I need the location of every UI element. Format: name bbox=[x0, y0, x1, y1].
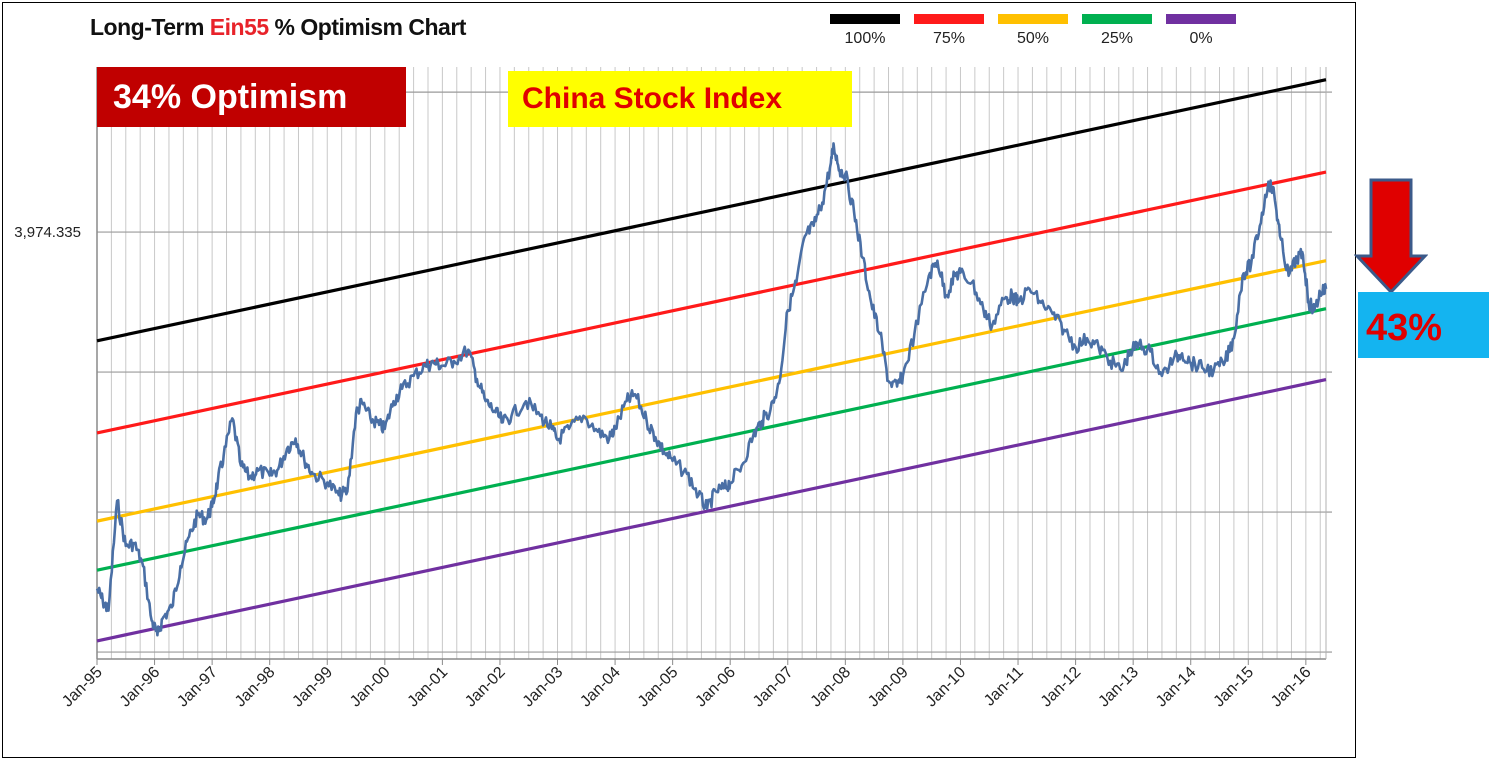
legend-item-50: 50% bbox=[998, 14, 1068, 48]
x-tick-label: Jan-14 bbox=[1153, 664, 1200, 711]
x-tick-label: Jan-95 bbox=[59, 664, 106, 711]
x-tick-label: Jan-00 bbox=[347, 664, 394, 711]
title-highlight: Ein55 bbox=[209, 14, 269, 40]
current-optimism-percent: 43% bbox=[1358, 292, 1489, 358]
legend-swatch-75 bbox=[914, 14, 984, 24]
chart-frame bbox=[2, 2, 1356, 758]
down-arrow-icon bbox=[1354, 178, 1428, 294]
x-tick-label: Jan-01 bbox=[405, 664, 452, 711]
trend-line-0pct bbox=[96, 377, 1327, 643]
x-tick-label: Jan-99 bbox=[289, 664, 336, 711]
trend-line-75pct bbox=[96, 170, 1327, 435]
optimism-badge: 34% Optimism bbox=[97, 67, 406, 127]
title-post: % Optimism Chart bbox=[268, 14, 467, 40]
x-tick-label: Jan-07 bbox=[750, 664, 797, 711]
legend-label-75: 75% bbox=[932, 30, 966, 47]
legend-label-0: 0% bbox=[1189, 30, 1213, 47]
legend-label-50: 50% bbox=[1016, 30, 1050, 47]
trend-lines bbox=[96, 78, 1327, 643]
x-tick-label: Jan-09 bbox=[865, 664, 912, 711]
legend-label-25: 25% bbox=[1100, 30, 1134, 47]
x-tick-label: Jan-05 bbox=[635, 664, 682, 711]
x-tick-label: Jan-96 bbox=[117, 664, 164, 711]
x-axis-labels: Jan-95 Jan-96 Jan-97 Jan-98 Jan-99 Jan-00 Jan-… bbox=[59, 659, 1315, 710]
x-tick-label: Jan-98 bbox=[232, 664, 279, 711]
horizontal-gridlines bbox=[97, 91, 1332, 653]
chart-title: Long-Term Ein55 % Optimism Chart bbox=[90, 14, 466, 41]
x-tick-label: Jan-15 bbox=[1211, 664, 1258, 711]
x-tick-label: Jan-13 bbox=[1095, 664, 1142, 711]
x-tick-label: Jan-12 bbox=[1038, 664, 1085, 711]
x-tick-label: Jan-02 bbox=[462, 664, 509, 711]
legend-item-100: 100% bbox=[830, 14, 900, 48]
y-axis-labels: 3,974.335 bbox=[14, 224, 81, 241]
x-tick-label: Jan-11 bbox=[981, 664, 1027, 710]
trend-line-25pct bbox=[96, 307, 1327, 572]
legend-item-75: 75% bbox=[914, 14, 984, 48]
legend-label-100: 100% bbox=[844, 30, 886, 47]
title-pre: Long-Term bbox=[90, 14, 210, 40]
x-tick-label: Jan-06 bbox=[692, 664, 739, 711]
x-tick-label: Jan-10 bbox=[923, 664, 970, 711]
x-tick-label: Jan-97 bbox=[174, 664, 221, 711]
index-name-badge: China Stock Index bbox=[508, 71, 852, 127]
x-tick-label: Jan-03 bbox=[520, 664, 567, 711]
legend-swatch-100 bbox=[830, 14, 900, 24]
series-lines bbox=[95, 142, 1328, 637]
trend-line-50pct bbox=[96, 259, 1327, 523]
x-tick-label: Jan-08 bbox=[808, 664, 855, 711]
legend-swatch-50 bbox=[998, 14, 1068, 24]
legend-swatch-25 bbox=[1082, 14, 1152, 24]
vertical-gridlines bbox=[96, 67, 1321, 659]
legend-item-0: 0% bbox=[1166, 14, 1236, 48]
x-tick-label: Jan-04 bbox=[577, 664, 624, 711]
x-tick-label: Jan-16 bbox=[1268, 664, 1315, 711]
legend-item-25: 25% bbox=[1082, 14, 1152, 48]
y-tick-label: 3,974.335 bbox=[14, 224, 81, 241]
series-line-china-stock-index bbox=[95, 142, 1328, 637]
legend-swatch-0 bbox=[1166, 14, 1236, 24]
trend-line-100pct bbox=[96, 78, 1327, 343]
chart-axes bbox=[96, 67, 1327, 660]
